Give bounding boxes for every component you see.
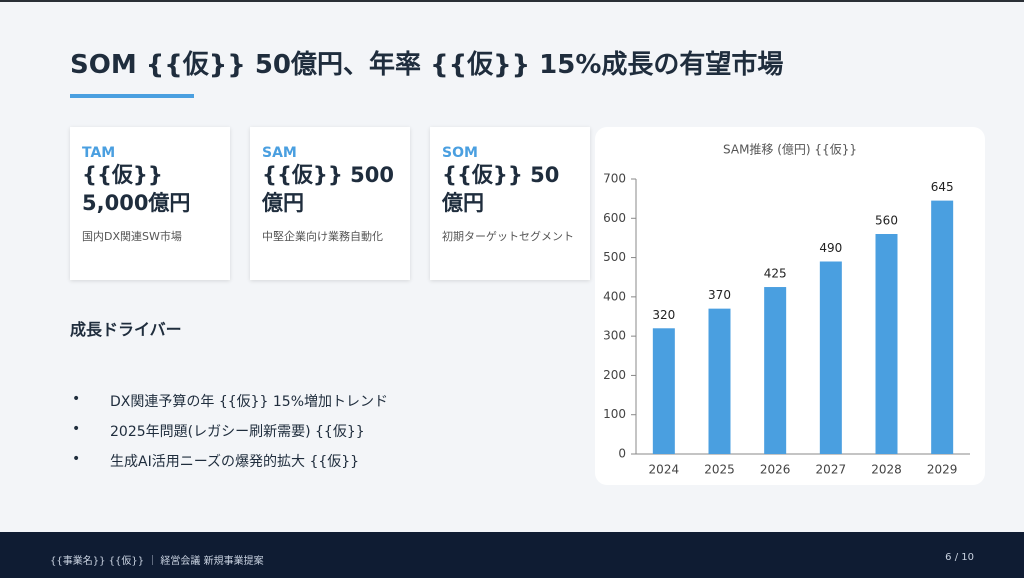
data-label: 490 xyxy=(819,241,842,255)
data-label: 370 xyxy=(708,288,731,302)
bullet: • xyxy=(72,421,81,437)
x-tick-label: 2027 xyxy=(816,463,847,477)
card-label: SOM xyxy=(442,145,478,161)
y-tick-label: 700 xyxy=(603,172,626,186)
y-tick-label: 400 xyxy=(603,289,626,303)
card-value: {{仮}} 5,000億円 xyxy=(82,163,191,215)
title-underline xyxy=(70,94,194,98)
card-value: {{仮}} 500億円 xyxy=(262,163,394,215)
data-label: 560 xyxy=(875,214,898,228)
chart-title: SAM推移 (億円) {{仮}} xyxy=(723,142,857,157)
y-tick-label: 600 xyxy=(603,211,626,225)
bar xyxy=(931,200,954,454)
card: SOM {{仮}} 50億円 初期ターゲットセグメント xyxy=(430,127,590,280)
chart: SAM推移 (億円) {{仮}} 0 100 200 300 400 500 600 700 2… xyxy=(603,142,970,477)
slide-title: SOM {{仮}} 50億円、年率 {{仮}} 15%成長の有望市場 xyxy=(70,50,784,80)
card-label: SAM xyxy=(262,145,297,161)
bar xyxy=(652,328,675,454)
footer xyxy=(0,532,1024,578)
card: TAM {{仮}} 5,000億円 国内DX関連SW市場 xyxy=(70,127,230,280)
card-description: 中堅企業向け業務自動化 xyxy=(262,230,383,243)
y-tick-label: 300 xyxy=(603,329,626,343)
card: SAM {{仮}} 500億円 中堅企業向け業務自動化 xyxy=(250,127,410,280)
x-tick-label: 2024 xyxy=(649,463,680,477)
bullet: • xyxy=(72,451,81,467)
y-tick-label: 500 xyxy=(603,250,626,264)
driver-item: 2025年問題(レガシー刷新需要) {{仮}} xyxy=(110,424,365,440)
data-label: 320 xyxy=(652,308,675,322)
driver-item: DX関連予算の年 {{仮}} 15%増加トレンド xyxy=(110,394,389,410)
bar xyxy=(819,261,842,454)
driver-item: 生成AI活用ニーズの爆発的拡大 {{仮}} xyxy=(110,454,360,470)
x-tick-label: 2028 xyxy=(871,463,902,477)
bar xyxy=(708,308,731,454)
x-tick-label: 2029 xyxy=(927,463,958,477)
page-number: 6 / 10 xyxy=(945,552,974,563)
footer-text: {{事業名}} {{仮}} ｜ 経営会議 新規事業提案 xyxy=(50,556,264,567)
card-label: TAM xyxy=(82,145,116,161)
x-tick-label: 2025 xyxy=(704,463,735,477)
bar xyxy=(764,287,787,454)
card-value: {{仮}} 50億円 xyxy=(442,163,560,215)
card-description: 初期ターゲットセグメント xyxy=(442,230,574,243)
data-label: 425 xyxy=(764,267,787,281)
y-tick-label: 200 xyxy=(603,368,626,382)
data-label: 645 xyxy=(931,180,954,194)
bar xyxy=(875,234,898,454)
chart-panel: SAM推移 (億円) {{仮}} 0 100 200 300 400 500 600 700 2… xyxy=(595,127,985,485)
y-tick-label: 0 xyxy=(618,447,626,461)
drivers-heading: 成長ドライバー xyxy=(70,320,182,339)
y-tick-label: 100 xyxy=(603,407,626,421)
x-tick-label: 2026 xyxy=(760,463,791,477)
card-description: 国内DX関連SW市場 xyxy=(82,230,182,243)
bullet: • xyxy=(72,391,81,407)
